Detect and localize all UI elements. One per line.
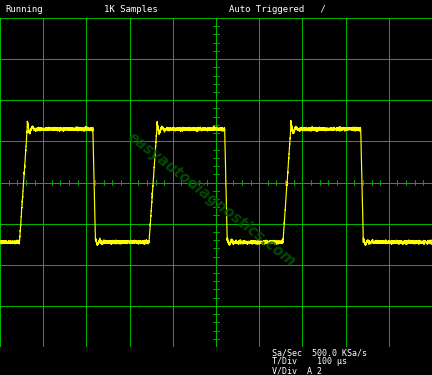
Text: Running: Running [5, 4, 43, 13]
Text: Sa/Sec  500.0 KSa/s: Sa/Sec 500.0 KSa/s [272, 348, 367, 357]
Text: easyautodiagnostics.com: easyautodiagnostics.com [125, 129, 299, 269]
Text: V/Div  A 2: V/Div A 2 [272, 366, 322, 375]
Text: 1K Samples: 1K Samples [104, 4, 157, 13]
Text: T/Div    100 μs: T/Div 100 μs [272, 357, 347, 366]
Text: Auto Triggered   /: Auto Triggered / [229, 4, 326, 13]
